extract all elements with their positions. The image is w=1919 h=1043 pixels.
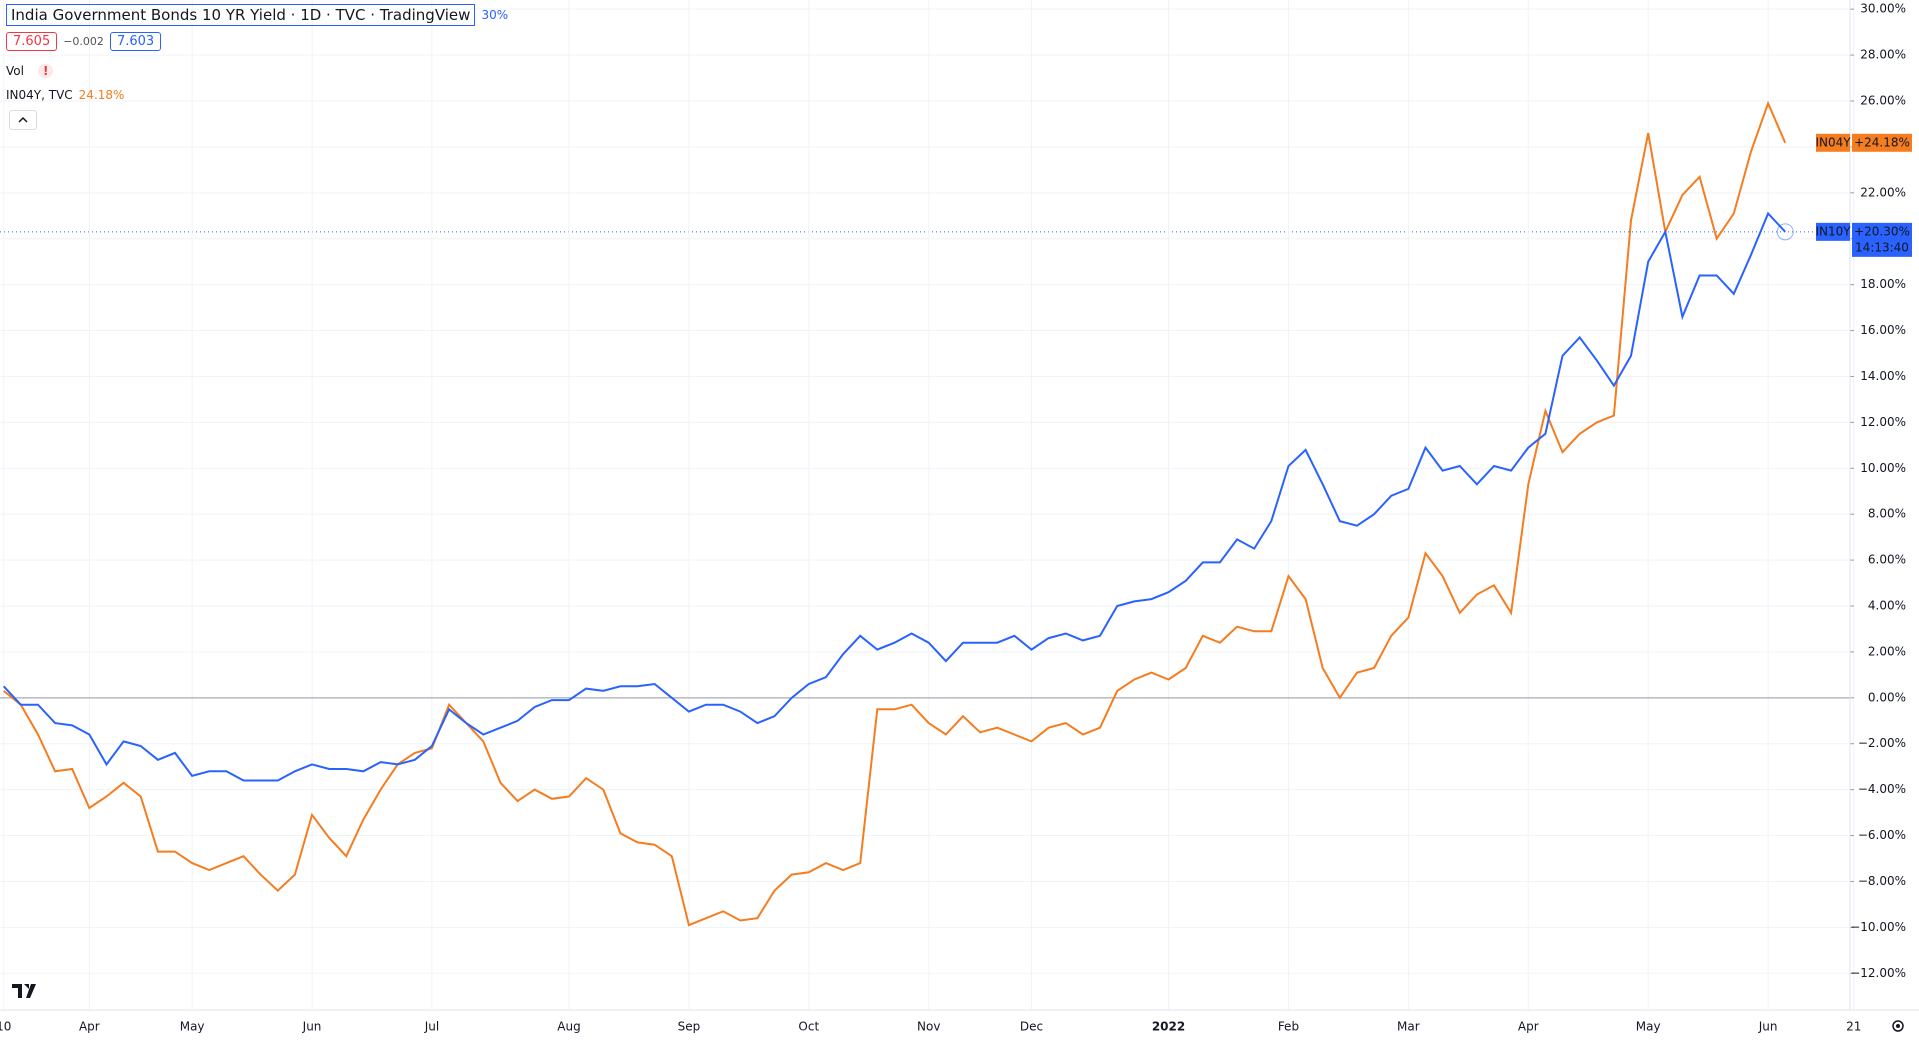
collapse-button[interactable] (9, 110, 37, 130)
y-tick-label: 8.00% (1868, 507, 1906, 521)
logo-icon (12, 984, 36, 998)
tv-logo[interactable] (10, 980, 38, 1002)
y-tick-label: −4.00% (1858, 782, 1906, 796)
y-tick-label: 30.00% (1860, 2, 1906, 16)
y-tick-label: −10.00% (1850, 920, 1906, 934)
y-tick-label: 12.00% (1860, 415, 1906, 429)
y-tick-label: 0.00% (1868, 690, 1906, 704)
x-tick-label: Jul (424, 1020, 439, 1034)
series-tag-box (1816, 222, 1850, 241)
series-tag: IN10Y (1815, 224, 1851, 238)
y-tick-label: 6.00% (1868, 553, 1906, 567)
y-tick-label: 14.00% (1860, 369, 1906, 383)
x-tick-label: Jun (1758, 1020, 1778, 1034)
x-tick-label: Aug (557, 1020, 580, 1034)
last-point-halo (1776, 223, 1794, 241)
change-value: −0.002 (63, 35, 104, 48)
x-tick-label: Nov (917, 1020, 940, 1034)
x-tick-label: Feb (1278, 1020, 1299, 1034)
x-tick-label: 2022 (1152, 1020, 1185, 1034)
y-tick-label: −2.00% (1858, 736, 1906, 750)
x-tick-label: Jun (302, 1020, 322, 1034)
last-value-box (1852, 222, 1912, 257)
title-suffix: 30% (481, 8, 509, 22)
countdown: 14:13:40 (1855, 240, 1909, 254)
x-tick-label: May (1636, 1020, 1661, 1034)
volume-row: Vol ! (6, 64, 54, 78)
caret-icon (18, 116, 28, 123)
y-tick-label: 18.00% (1860, 277, 1906, 291)
chart-title[interactable]: India Government Bonds 10 YR Yield · 1D … (6, 4, 476, 26)
open-value: 7.605 (6, 32, 58, 51)
settings-button[interactable] (1888, 1016, 1908, 1036)
y-tick-label: 16.00% (1860, 323, 1906, 337)
x-tick-label: May (180, 1020, 205, 1034)
last-value-box (1852, 133, 1912, 152)
x-tick-label: Apr (1518, 1020, 1539, 1034)
x-tick-label: Sep (678, 1020, 701, 1034)
gear-icon (1892, 1020, 1904, 1032)
y-tick-label: 2.00% (1868, 644, 1906, 658)
y-tick-label: −8.00% (1858, 874, 1906, 888)
legend-title-row: India Government Bonds 10 YR Yield · 1D … (6, 4, 508, 26)
series-line (2, 211, 1786, 782)
y-tick-label: 28.00% (1860, 48, 1906, 62)
x-tick-label: 10 (0, 1020, 11, 1034)
compare-value: 24.18% (78, 88, 125, 102)
last-value-label: +24.18% (1854, 135, 1910, 149)
compare-name: IN04Y, TVC (6, 88, 73, 102)
series-line (3, 100, 1787, 927)
y-tick-label: −12.00% (1850, 966, 1906, 980)
y-tick-label: −6.00% (1858, 828, 1906, 842)
y-tick-label: 22.00% (1860, 185, 1906, 199)
y-tick-label: 26.00% (1860, 94, 1906, 108)
volume-label: Vol (6, 64, 24, 78)
ohlc-row: 7.605 −0.002 7.603 (6, 32, 162, 51)
x-tick-label: Mar (1397, 1020, 1420, 1034)
series-tag-box (1816, 133, 1850, 152)
alert-icon[interactable]: ! (37, 64, 54, 78)
series-tag: IN04Y (1815, 135, 1851, 149)
compare-row: IN04Y, TVC 24.18% (6, 88, 124, 102)
y-tick-label: 4.00% (1868, 599, 1906, 613)
y-tick-label: 10.00% (1860, 461, 1906, 475)
close-value: 7.603 (109, 32, 162, 51)
x-tick-label: Oct (798, 1020, 819, 1034)
last-value-label: +20.30% (1854, 224, 1910, 238)
x-tick-label: 21 (1846, 1020, 1861, 1034)
x-tick-label: Apr (79, 1020, 100, 1034)
x-tick-label: Dec (1020, 1020, 1043, 1034)
